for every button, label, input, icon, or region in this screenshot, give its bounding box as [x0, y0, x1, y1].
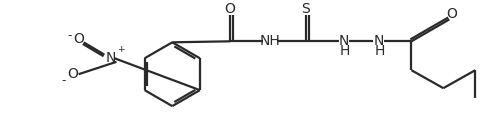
Text: NH: NH: [259, 34, 280, 48]
Text: O: O: [73, 32, 84, 46]
Text: H: H: [374, 44, 385, 58]
Text: -: -: [67, 29, 72, 42]
Text: O: O: [67, 67, 78, 81]
Text: +: +: [117, 45, 124, 54]
Text: S: S: [301, 2, 310, 16]
Text: -: -: [61, 74, 66, 87]
Text: N: N: [373, 34, 384, 48]
Text: O: O: [446, 7, 457, 21]
Text: N: N: [338, 34, 349, 48]
Text: H: H: [339, 44, 350, 58]
Text: N: N: [105, 51, 116, 65]
Text: O: O: [225, 2, 236, 16]
